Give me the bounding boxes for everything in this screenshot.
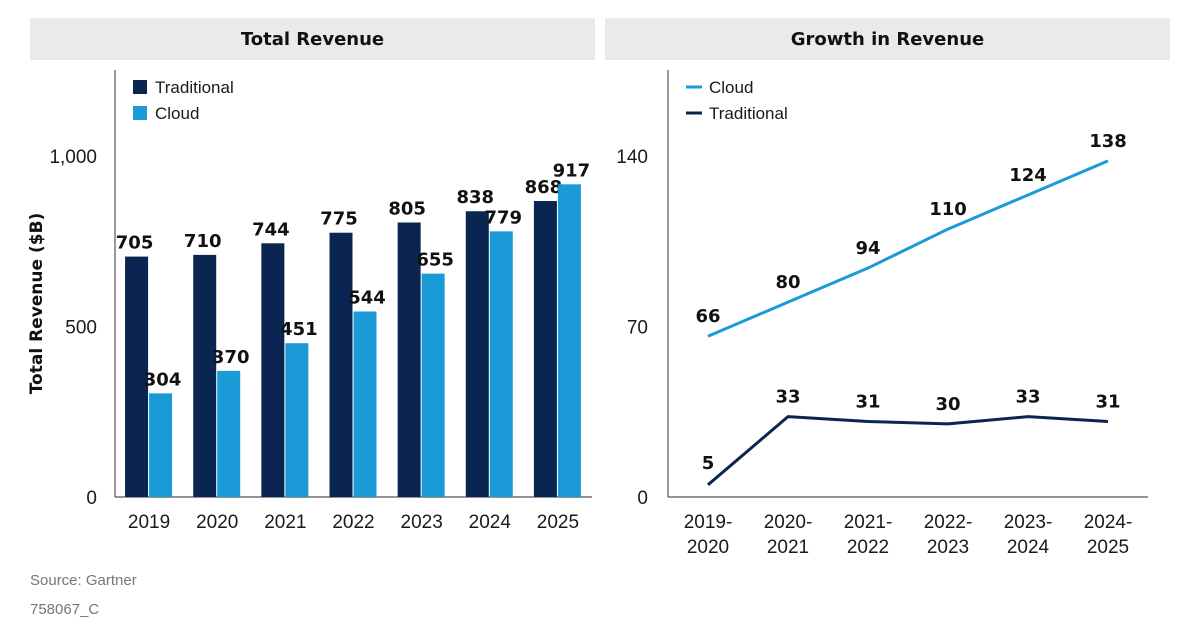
data-label-traditional: 710 <box>184 231 222 252</box>
data-label-traditional: 33 <box>1015 387 1040 408</box>
data-label-traditional: 30 <box>935 394 960 415</box>
x-tick-label-left: 2023 <box>401 512 443 533</box>
legend-label-cloud: Cloud <box>709 78 753 97</box>
y-axis-title-left: Total Revenue ($B) <box>27 213 47 395</box>
y-tick-label-left: 1,000 <box>49 147 97 168</box>
bar-traditional <box>193 254 217 497</box>
figure-code: 758067_C <box>30 601 100 618</box>
data-label-cloud: 110 <box>929 199 967 220</box>
source-note: Source: Gartner <box>30 572 137 589</box>
data-label-cloud: 655 <box>416 250 454 271</box>
data-label-traditional: 775 <box>320 209 358 230</box>
data-label-cloud: 304 <box>144 369 182 390</box>
bar-traditional <box>397 222 421 497</box>
x-tick-label-left: 2025 <box>537 512 579 533</box>
y-tick-label-left: 500 <box>65 318 97 339</box>
x-tick-label-left: 2021 <box>264 512 306 533</box>
data-label-traditional: 744 <box>252 219 290 240</box>
data-label-cloud: 544 <box>348 287 386 308</box>
growth-revenue-title: Growth in Revenue <box>605 18 1170 60</box>
x-tick-label-left: 2019 <box>128 512 170 533</box>
line-traditional <box>707 415 1109 486</box>
x-tick-label-right: 2021-2022 <box>844 512 893 558</box>
data-label-cloud: 917 <box>553 160 591 181</box>
data-label-traditional: 31 <box>1095 391 1120 412</box>
data-label-traditional: 805 <box>388 198 426 219</box>
bar-traditional <box>465 211 489 497</box>
x-tick-label-right: 2023-2024 <box>1004 512 1053 558</box>
data-label-cloud: 138 <box>1089 131 1127 152</box>
data-label-cloud: 94 <box>855 238 880 259</box>
legend-swatch-cloud <box>133 106 147 120</box>
bar-cloud <box>285 343 309 497</box>
total-revenue-title: Total Revenue <box>30 18 595 60</box>
y-tick-label-left: 0 <box>86 488 97 509</box>
x-tick-label-left: 2024 <box>469 512 512 533</box>
data-label-cloud: 779 <box>484 207 522 228</box>
bar-traditional <box>261 243 285 497</box>
y-tick-label-right: 0 <box>637 488 648 509</box>
x-tick-label-right: 2024-2025 <box>1084 512 1133 558</box>
data-label-cloud: 124 <box>1009 165 1047 186</box>
bar-traditional <box>533 201 557 497</box>
data-label-cloud: 370 <box>212 347 250 368</box>
bar-cloud <box>421 273 445 497</box>
x-tick-label-right: 2019-2020 <box>684 512 733 558</box>
bar-cloud <box>149 393 173 497</box>
data-label-cloud: 66 <box>695 306 720 327</box>
data-label-traditional: 868 <box>525 177 563 198</box>
x-tick-label-right: 2022-2023 <box>924 512 973 558</box>
data-label-traditional: 33 <box>775 387 800 408</box>
x-tick-label-right: 2020-2021 <box>764 512 813 558</box>
legend-label-traditional: Traditional <box>155 78 234 97</box>
data-label-traditional: 705 <box>116 233 154 254</box>
bar-cloud <box>353 311 377 497</box>
data-label-traditional: 5 <box>702 453 715 474</box>
x-tick-label-left: 2022 <box>332 512 374 533</box>
bar-traditional <box>329 232 353 497</box>
legend-label-cloud: Cloud <box>155 104 199 123</box>
data-label-cloud: 451 <box>280 319 318 340</box>
legend-swatch-traditional <box>133 80 147 94</box>
x-tick-label-left: 2020 <box>196 512 238 533</box>
data-label-traditional: 31 <box>855 391 880 412</box>
data-label-cloud: 80 <box>775 272 800 293</box>
bar-traditional <box>125 256 149 497</box>
bar-cloud <box>489 231 513 497</box>
legend-label-traditional: Traditional <box>709 104 788 123</box>
data-label-traditional: 838 <box>456 187 494 208</box>
y-tick-label-right: 70 <box>627 318 648 339</box>
bar-cloud <box>557 184 581 498</box>
bar-cloud <box>217 370 241 497</box>
y-tick-label-right: 140 <box>616 147 648 168</box>
line-cloud <box>707 159 1109 338</box>
